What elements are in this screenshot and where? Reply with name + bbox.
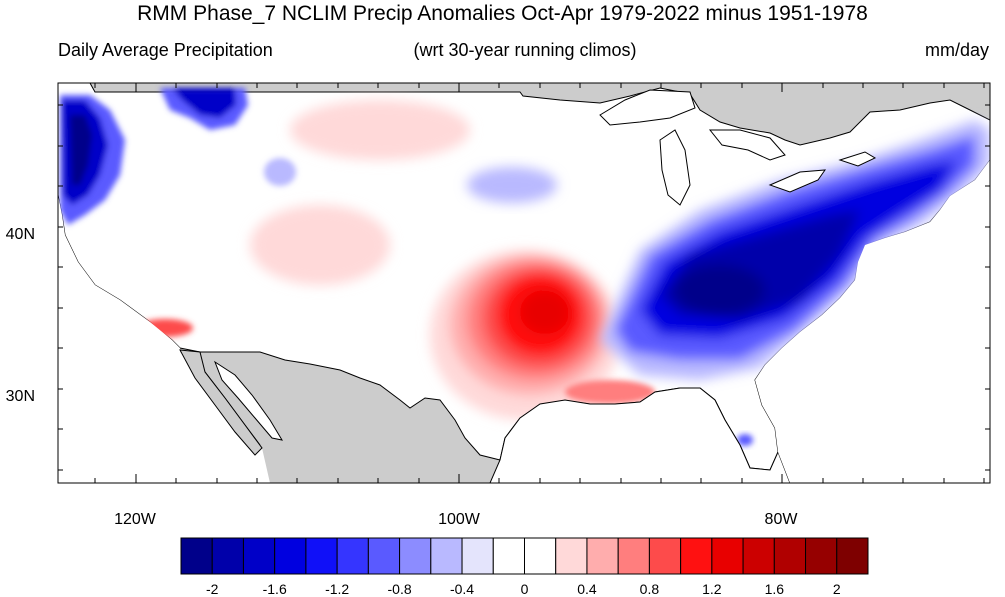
colorbar-swatch — [617, 537, 650, 575]
colorbar-swatch — [274, 537, 307, 575]
red-anomaly-northern-plains — [290, 100, 470, 160]
colorbar-label: -0.4 — [450, 581, 474, 597]
colorbar-swatch — [742, 537, 775, 575]
colorbar-label: 1.2 — [702, 581, 722, 597]
blue-anomaly-montana — [160, 88, 248, 130]
colorbar-swatch — [805, 537, 838, 575]
lat-label: 40N — [6, 226, 35, 243]
atlantic-ocean — [755, 160, 990, 483]
colorbar-swatch — [430, 537, 463, 575]
axis-ticks — [58, 83, 990, 483]
colorbar-swatch — [180, 537, 213, 575]
colorbar-swatch — [461, 537, 494, 575]
blue-anomaly-florida — [737, 434, 753, 446]
colorbar-swatch — [524, 537, 557, 575]
colorbar-label: 1.6 — [765, 581, 785, 597]
colorbar-swatch — [492, 537, 526, 575]
colorbar-swatch — [367, 537, 401, 575]
plot-frame — [57, 82, 991, 484]
colorbar — [180, 537, 869, 575]
colorbar-swatch — [211, 537, 244, 575]
lon-label: 80W — [765, 511, 799, 528]
blue-anomaly-wyoming — [264, 158, 296, 186]
lat-label: 30N — [6, 388, 35, 405]
colorbar-swatch — [648, 537, 682, 575]
colorbar-swatch — [680, 537, 713, 575]
blue-anomaly-plains — [467, 167, 557, 203]
variable-label: Daily Average Precipitation — [58, 40, 273, 60]
lon-label: 100W — [438, 511, 481, 528]
colorbar-label: 0.8 — [640, 581, 660, 597]
blue-anomaly-eastern-us — [600, 120, 990, 380]
blue-anomaly-pacific-northwest — [60, 95, 125, 225]
colorbar-label: 0 — [521, 581, 529, 597]
units-label: mm/day — [924, 40, 989, 60]
pacific-ocean — [58, 195, 270, 483]
colorbar-swatch — [336, 537, 369, 575]
great-lakes — [599, 89, 877, 206]
lon-label: 120W — [114, 511, 157, 528]
colorbar-label: -1.6 — [263, 581, 287, 597]
colorbar-labels: -2 -1.6 -1.2 -0.8 -0.4 0 0.4 0.8 1.2 1.6 2 — [206, 581, 841, 597]
colorbar-label: -0.8 — [388, 581, 412, 597]
latitude-labels: 40N 30N — [6, 226, 35, 405]
colorbar-label: -2 — [206, 581, 219, 597]
red-anomaly-interior-west — [250, 205, 390, 285]
colorbar-label: 2 — [833, 581, 841, 597]
colorbar-label: -1.2 — [325, 581, 349, 597]
colorbar-swatch — [836, 537, 869, 575]
map-title: RMM Phase_7 NCLIM Precip Anomalies Oct-A… — [137, 2, 868, 25]
red-anomaly-southern-plains — [430, 250, 620, 420]
longitude-labels: 120W 100W 80W — [114, 511, 798, 528]
climatology-note: (wrt 30-year running climos) — [413, 40, 637, 60]
gulf-of-california — [213, 360, 284, 441]
gulf-of-mexico — [489, 387, 791, 483]
colorbar-swatch — [399, 537, 432, 575]
colorbar-swatch — [555, 537, 588, 575]
colorbar-label: 0.4 — [577, 581, 597, 597]
colorbar-swatch — [305, 537, 338, 575]
colorbar-swatch — [711, 537, 744, 575]
colorbar-swatch — [242, 537, 276, 575]
colorbar-swatch — [773, 537, 807, 575]
baja-peninsula — [179, 349, 263, 456]
red-anomaly-gulf-coast — [565, 380, 655, 404]
colorbar-swatch — [586, 537, 619, 575]
